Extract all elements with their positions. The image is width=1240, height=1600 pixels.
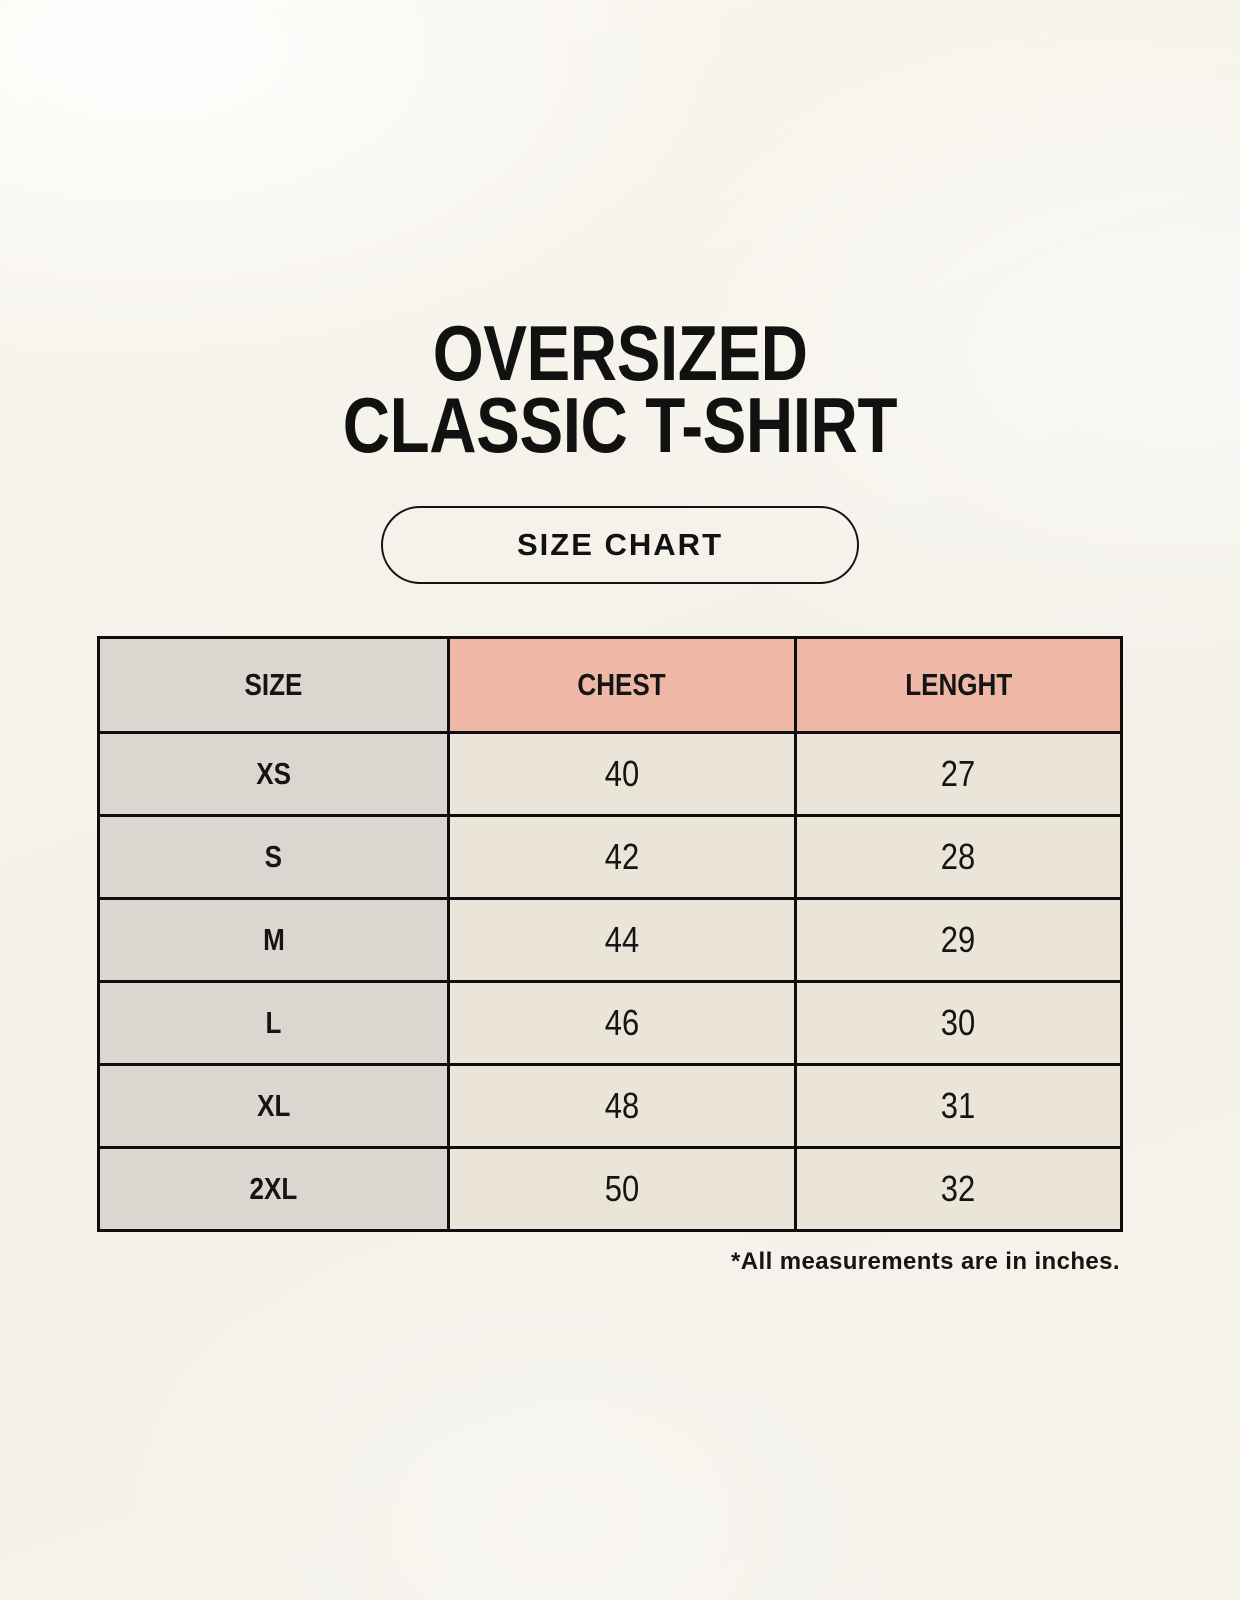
size-chart-badge-label: SIZE CHART (517, 526, 723, 562)
size-cell: S (97, 813, 450, 900)
table-row-xl: XL 48 31 (97, 1062, 1123, 1149)
header-label-chest: CHEST (577, 666, 667, 702)
header-cell-length: LENGHT (794, 635, 1123, 734)
header-cell-size: SIZE (97, 635, 450, 734)
size-cell: M (97, 896, 450, 983)
size-cell: XL (97, 1062, 450, 1149)
chest-cell: 42 (447, 813, 797, 900)
size-table: SIZE CHEST LENGHT XS 40 27 S 42 28 M 44 … (97, 635, 1123, 1232)
length-cell: 32 (794, 1145, 1123, 1232)
size-cell: 2XL (97, 1145, 450, 1232)
length-cell: 31 (794, 1062, 1123, 1149)
measurements-footnote: *All measurements are in inches. (731, 1247, 1120, 1275)
chest-cell: 44 (447, 896, 797, 983)
table-row-2xl: 2XL 50 32 (97, 1145, 1123, 1232)
page-title-line2: CLASSIC T-SHIRT (342, 380, 898, 469)
size-table-header: SIZE CHEST LENGHT (97, 635, 1123, 734)
page-title: OVERSIZED CLASSIC T-SHIRT (0, 0, 1240, 469)
size-chart-badge-container: SIZE CHART (0, 505, 1240, 584)
size-table-body: XS 40 27 S 42 28 M 44 29 L 46 30 XL 48 (97, 730, 1123, 1232)
table-row-s: S 42 28 (97, 813, 1123, 900)
table-row-l: L 46 30 (97, 979, 1123, 1066)
chest-cell: 48 (447, 1062, 797, 1149)
length-cell: 29 (794, 896, 1123, 983)
header-label-length: LENGHT (904, 666, 1013, 702)
table-row-xs: XS 40 27 (97, 730, 1123, 817)
size-cell: XS (97, 730, 450, 817)
chest-cell: 40 (447, 730, 797, 817)
length-cell: 30 (794, 979, 1123, 1066)
header-cell-chest: CHEST (447, 635, 797, 734)
page-title-line1: OVERSIZED (432, 309, 808, 397)
length-cell: 27 (794, 730, 1123, 817)
chest-cell: 50 (447, 1145, 797, 1232)
table-row-m: M 44 29 (97, 896, 1123, 983)
length-cell: 28 (794, 813, 1123, 900)
size-cell: L (97, 979, 450, 1066)
header-row: SIZE CHEST LENGHT (97, 635, 1123, 734)
header-label-size: SIZE (244, 666, 303, 702)
size-chart-badge: SIZE CHART (381, 505, 859, 584)
chest-cell: 46 (447, 979, 797, 1066)
